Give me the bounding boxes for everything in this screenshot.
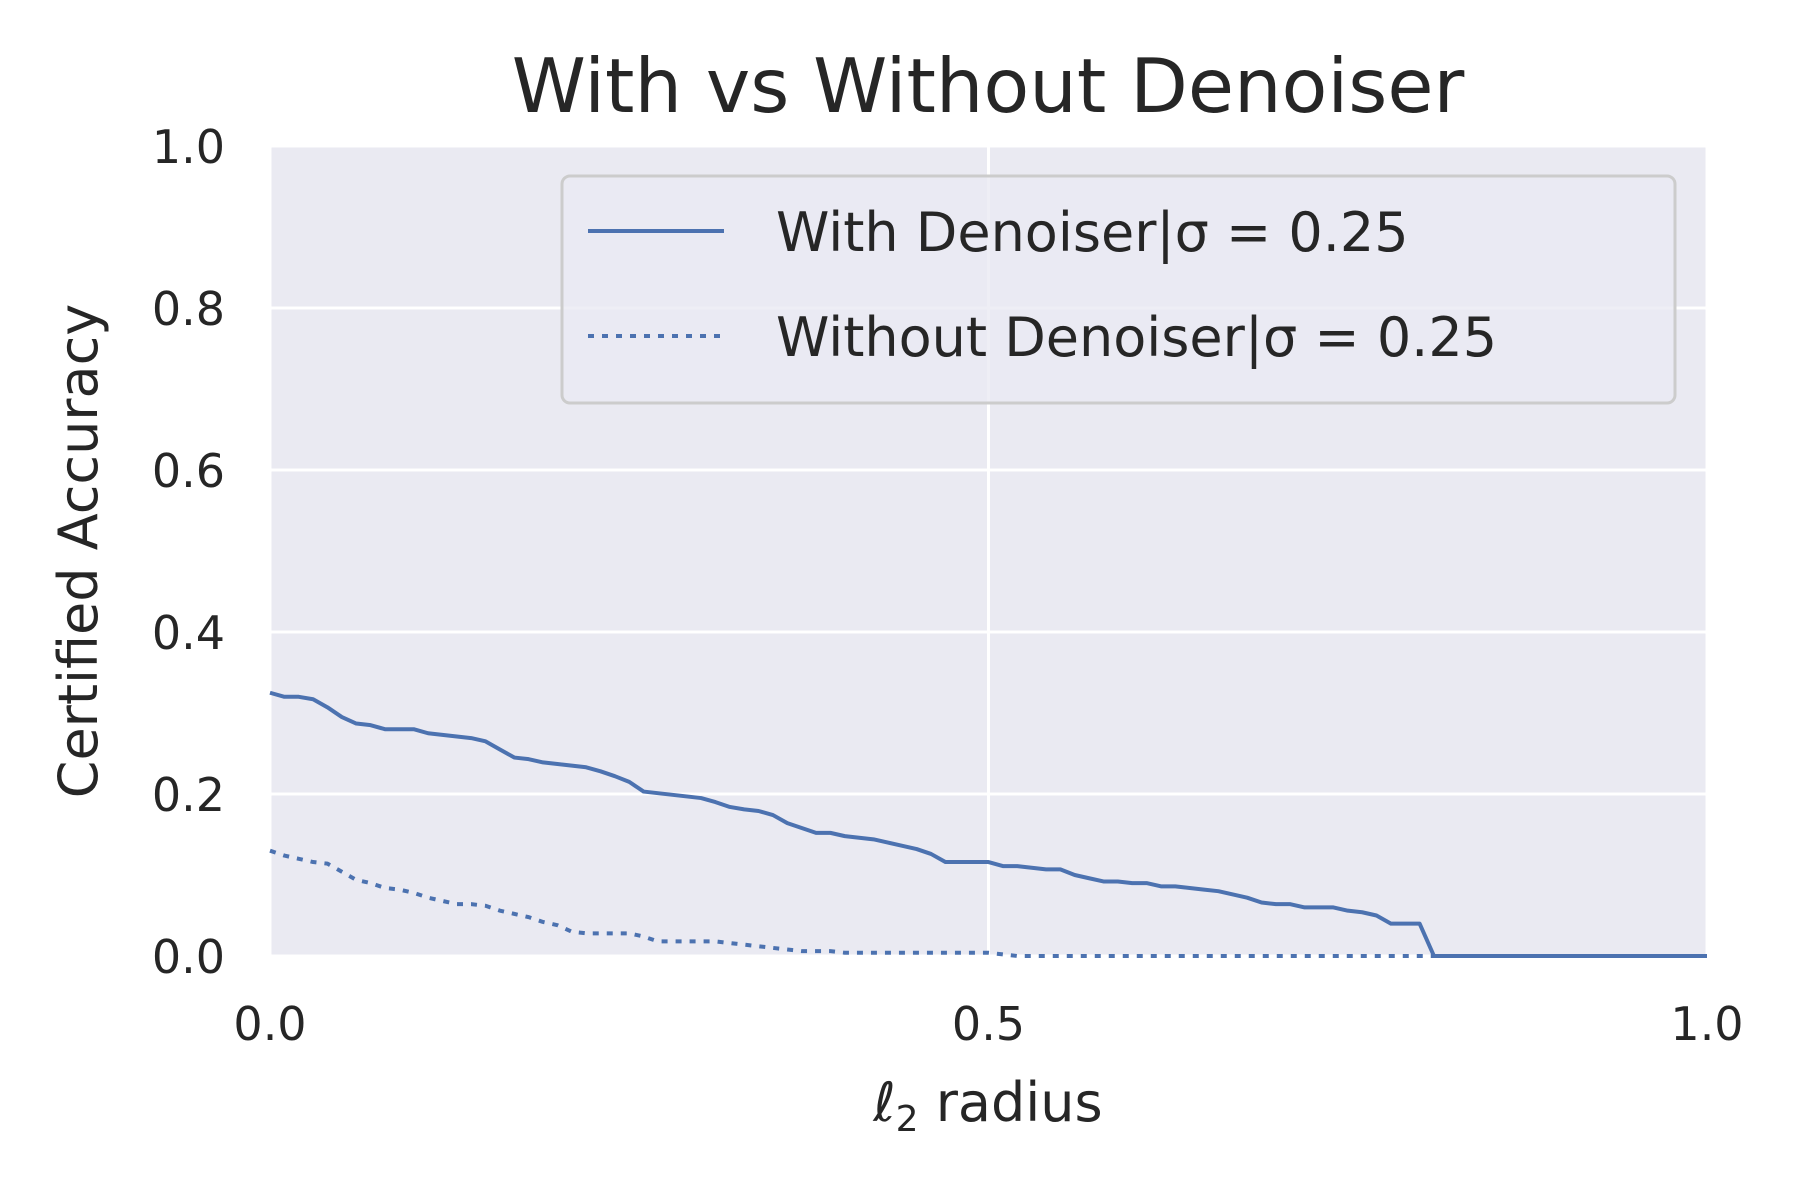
grid	[268, 144, 1709, 958]
legend: With Denoiser|σ = 0.25 Without Denoiser|…	[560, 174, 1677, 405]
ticks: 0.0 0.5 1.0 0.0 0.2 0.4 0.6 0.8 1.0	[152, 120, 1744, 1051]
series-with-denoiser-line	[269, 690, 1707, 958]
x-axis-label-symbol: ℓ	[872, 1071, 895, 1134]
x-axis-label-space	[919, 1071, 936, 1134]
series-layer	[269, 690, 1707, 958]
x-tick-label-2: 1.0	[1670, 997, 1743, 1051]
y-tick-label-3: 0.6	[152, 444, 225, 498]
x-axis-label-text: radius	[936, 1071, 1103, 1134]
y-tick-label-4: 0.8	[152, 282, 225, 336]
y-axis-label: Certified Accuracy	[47, 304, 110, 799]
legend-label-with-denoiser: With Denoiser|σ = 0.25	[776, 201, 1409, 264]
y-tick-label-1: 0.2	[152, 768, 225, 822]
x-tick-label-0: 0.0	[233, 997, 306, 1051]
legend-box	[560, 174, 1677, 405]
x-tick-label-1: 0.5	[952, 997, 1025, 1051]
legend-label-without-denoiser: Without Denoiser|σ = 0.25	[776, 306, 1497, 369]
y-tick-label-2: 0.4	[152, 606, 225, 660]
x-axis-label-subscript: 2	[896, 1099, 919, 1140]
y-tick-label-5: 1.0	[152, 120, 225, 174]
x-axis-label: ℓ2 radius	[872, 1071, 1102, 1140]
y-tick-label-0: 0.0	[152, 930, 225, 984]
series-without-denoiser-line	[269, 848, 1707, 958]
chart-title: With vs Without Denoiser	[512, 42, 1465, 130]
